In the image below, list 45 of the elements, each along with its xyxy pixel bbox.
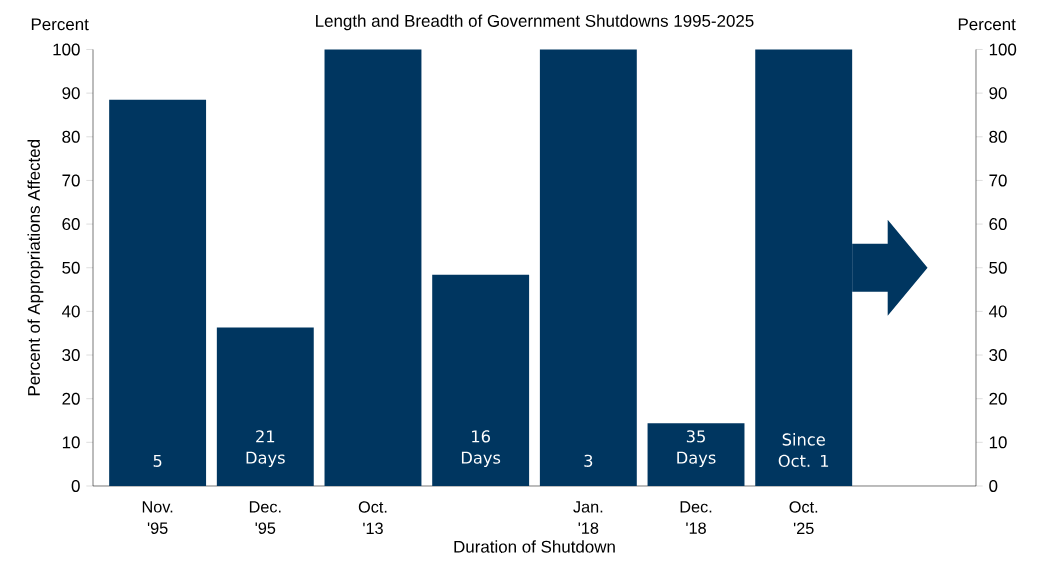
y2-tick-label: 100 (989, 43, 1017, 56)
y2-tick-label: 0 (989, 479, 998, 492)
bar (432, 274, 530, 486)
y2-tick-label: 90 (989, 87, 1007, 100)
x-tick-label: Oct. '13 (358, 501, 387, 535)
annotation: 5 (153, 454, 162, 467)
y-tick-label: 50 (62, 261, 80, 274)
y-axis-title: Percent of Appropriations Affected (27, 140, 44, 396)
y2-tick-label: 50 (989, 261, 1007, 274)
bar (647, 423, 745, 486)
y2-tick-label: 30 (989, 349, 1007, 362)
y-tick-label: 40 (62, 305, 80, 318)
y-tick-label: 60 (62, 218, 80, 231)
x-tick-label: Nov. '95 (142, 501, 173, 534)
y2-tick-label: 20 (989, 392, 1007, 405)
y2-tick-label: 60 (989, 218, 1007, 231)
bar (216, 327, 314, 486)
x-tick-label: Jan. '18 (573, 501, 603, 534)
annotation: 16 Days (461, 430, 501, 467)
annotation: 3 (584, 454, 593, 467)
x-tick-label: Dec. '95 (249, 501, 281, 534)
y-tick-label: 70 (62, 174, 80, 187)
y2-tick-label: 10 (989, 436, 1007, 449)
x-tick-label: Oct. '25 (789, 501, 818, 535)
y-tick-label: 30 (62, 349, 80, 362)
y-tick-label: 0 (71, 479, 80, 492)
y-tick-label: 90 (62, 87, 80, 100)
y-tick-label: 10 (62, 436, 80, 449)
y-tick-label: 20 (62, 392, 80, 405)
y2-tick-label: 80 (989, 130, 1007, 143)
annotation: 35 Days (677, 430, 716, 467)
y2-axis-title: Percent (958, 18, 1016, 31)
x-tick-label: Dec. '18 (680, 501, 712, 534)
y2-tick-label: 70 (989, 174, 1007, 187)
bar (109, 99, 207, 486)
annotation: Since Oct. 1 (778, 433, 829, 467)
annotation: 21 Days (246, 430, 285, 467)
chart-title: Length and Breadth of Government Shutdowns 1995-2025 (316, 14, 754, 31)
text: Percent (31, 18, 89, 31)
bar (324, 49, 422, 486)
y2-tick-label: 40 (988, 305, 1007, 318)
y-tick-label: 80 (62, 130, 80, 143)
x-axis-title: Duration of Shutdown (454, 540, 615, 553)
y-tick-label: 100 (53, 43, 80, 56)
bar (539, 49, 637, 486)
